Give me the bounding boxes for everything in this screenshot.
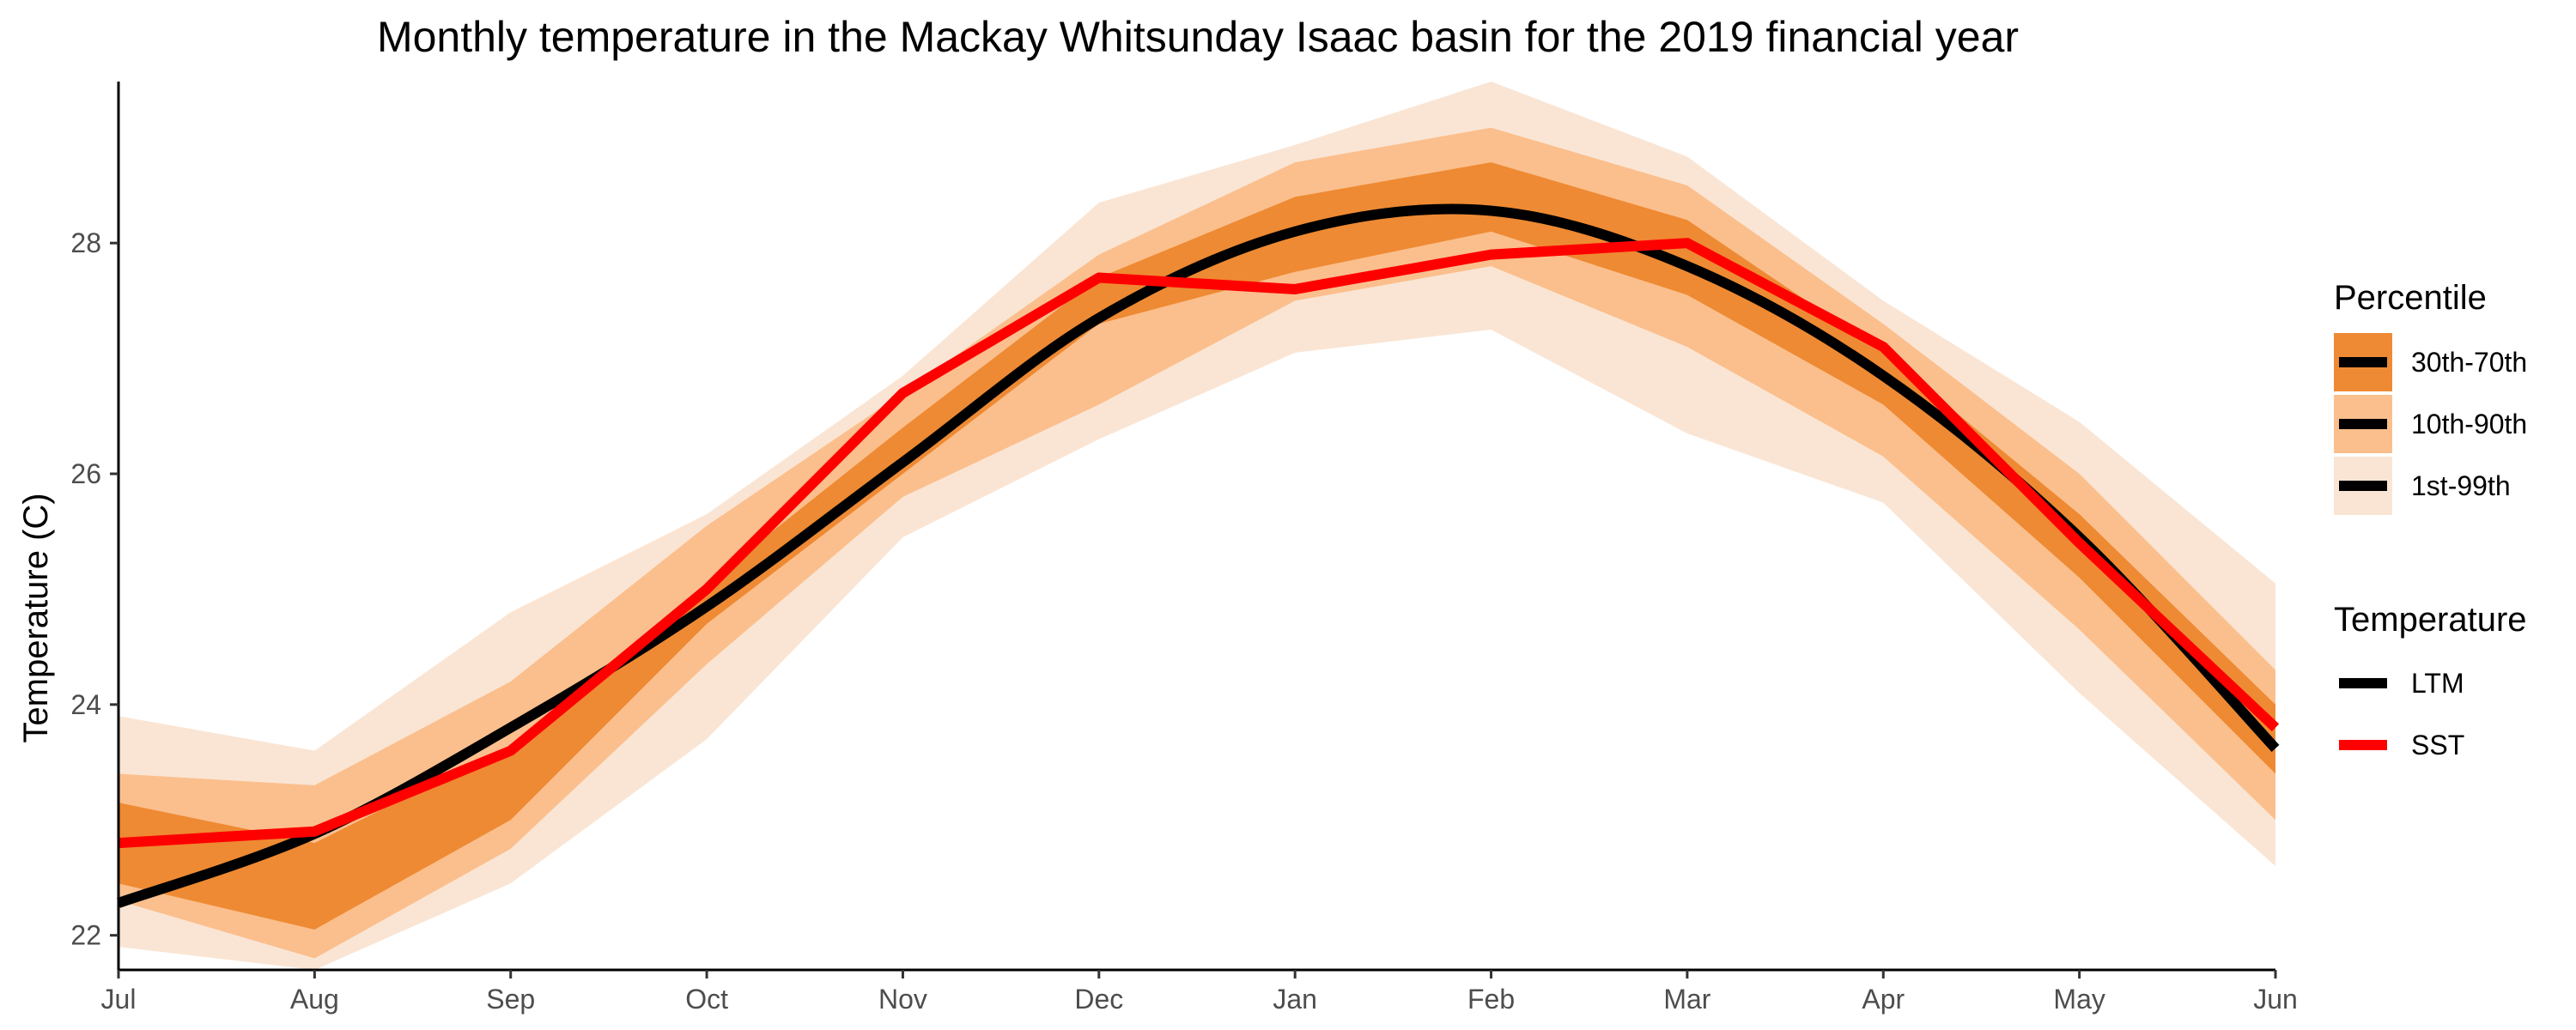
legend-label-30th-70th: 30th-70th xyxy=(2411,347,2527,378)
x-tick-label: May xyxy=(2053,984,2105,1015)
x-tick-label: Aug xyxy=(290,984,339,1015)
legend-label-LTM: LTM xyxy=(2411,668,2464,699)
legend-label-SST: SST xyxy=(2411,730,2464,760)
x-tick-label: Jan xyxy=(1273,984,1317,1015)
x-tick-label: Dec xyxy=(1074,984,1123,1015)
legend: Percentile 30th-70th 10th-90th 1st-99th Temp… xyxy=(2334,279,2527,760)
y-tick-label: 24 xyxy=(70,689,101,720)
y-axis-title: Temperature (C) xyxy=(17,493,55,742)
temperature-lines xyxy=(117,203,2280,908)
x-tick-label: Mar xyxy=(1663,984,1710,1015)
legend-title-percentile: Percentile xyxy=(2334,279,2487,317)
x-tick-label: Jul xyxy=(101,984,137,1015)
chart-title: Monthly temperature in the Mackay Whitsu… xyxy=(377,13,2019,61)
x-tick-label: Apr xyxy=(1862,984,1905,1015)
x-tick-label: Nov xyxy=(878,984,927,1015)
legend-label-10th-90th: 10th-90th xyxy=(2411,409,2527,439)
x-tick-label: Sep xyxy=(486,984,535,1015)
percentile-bands xyxy=(118,82,2275,970)
axes: 22 24 26 28 Jul Aug Sep Oct Nov Dec Jan Feb Mar Apr Ma… xyxy=(70,82,2298,1015)
y-tick-label: 26 xyxy=(70,458,101,489)
legend-label-1st-99th: 1st-99th xyxy=(2411,470,2511,501)
x-tick-label: Jun xyxy=(2253,984,2298,1015)
x-tick-label: Oct xyxy=(685,984,728,1015)
series-line-SST xyxy=(118,238,2280,849)
x-tick-label: Feb xyxy=(1467,984,1515,1015)
band-30th-70th xyxy=(118,162,2275,930)
band-10th-90th xyxy=(118,127,2275,959)
legend-title-temperature: Temperature xyxy=(2334,601,2527,639)
series-line-LTM xyxy=(117,203,2280,908)
y-tick-label: 28 xyxy=(70,227,101,258)
y-tick-label: 22 xyxy=(70,920,101,951)
